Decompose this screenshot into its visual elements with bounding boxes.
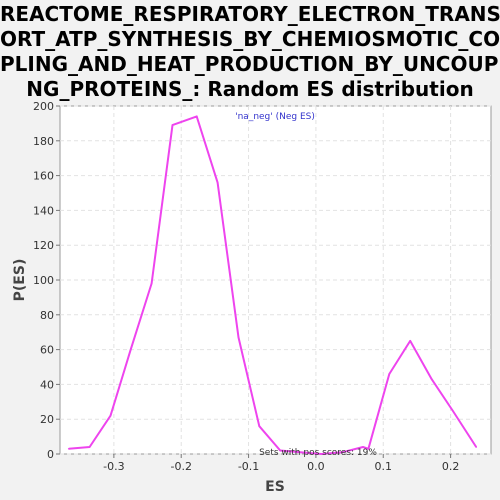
y-axis-title: P(ES) (12, 259, 28, 302)
data-point (388, 373, 391, 375)
data-point (150, 282, 153, 285)
data-point (409, 340, 411, 342)
series-layer (67, 115, 478, 455)
x-axis-title: ES (265, 479, 285, 495)
x-tick-label: -0.1 (238, 460, 259, 473)
data-point (109, 414, 112, 417)
data-point (430, 378, 433, 380)
y-tick-label: 100 (33, 274, 54, 287)
y-tick-label: 20 (40, 413, 54, 426)
x-tick-label: 0.1 (375, 460, 393, 473)
data-point (171, 124, 174, 126)
data-point (475, 446, 477, 448)
y-tick-label: 200 (33, 100, 54, 113)
data-point (216, 181, 219, 184)
data-point (279, 449, 282, 452)
y-tick-label: 60 (40, 344, 54, 357)
y-tick-label: 0 (47, 448, 54, 461)
data-point (320, 453, 323, 455)
data-point (195, 115, 198, 118)
data-point (258, 425, 261, 427)
title-line-2: ORT_ATP_SYNTHESIS_BY_CHEMIOSMOTIC_COU (0, 27, 500, 51)
chart-title: REACTOME_RESPIRATORY_ELECTRON_TRANSP ORT… (0, 2, 500, 102)
data-point (88, 446, 91, 448)
grid (60, 105, 491, 455)
data-point (451, 409, 454, 412)
data-point (367, 447, 370, 450)
y-tick-label: 40 (40, 378, 54, 391)
title-line-4: NG_PROTEINS_: Random ES distribution (26, 77, 474, 101)
title-line-1: REACTOME_RESPIRATORY_ELECTRON_TRANSP (0, 2, 500, 26)
y-tick-label: 160 (33, 170, 54, 183)
y-tick-label: 140 (33, 204, 54, 217)
y-tick-label: 80 (40, 309, 54, 322)
data-point (237, 336, 240, 339)
axes: -0.3 -0.2 -0.1 0.0 0.1 0.2 0 20 40 60 80 100 120 140 1… (33, 100, 459, 473)
x-tick-label: 0.0 (307, 460, 325, 473)
data-point (129, 348, 132, 351)
data-point (299, 451, 302, 454)
x-tick-label: -0.2 (170, 460, 191, 473)
x-tick-label: 0.2 (442, 460, 460, 473)
pos-scores-annotation: Sets with pos scores: 19% (259, 448, 377, 458)
data-point (341, 451, 343, 454)
data-point (362, 446, 364, 448)
x-tick-label: -0.3 (103, 460, 124, 473)
legend-entry: 'na_neg' (Neg ES) (235, 112, 315, 122)
data-point (67, 447, 70, 450)
y-tick-label: 180 (33, 135, 54, 148)
title-line-3: PLING_AND_HEAT_PRODUCTION_BY_UNCOUPLI (0, 52, 500, 76)
y-tick-label: 120 (33, 239, 54, 252)
